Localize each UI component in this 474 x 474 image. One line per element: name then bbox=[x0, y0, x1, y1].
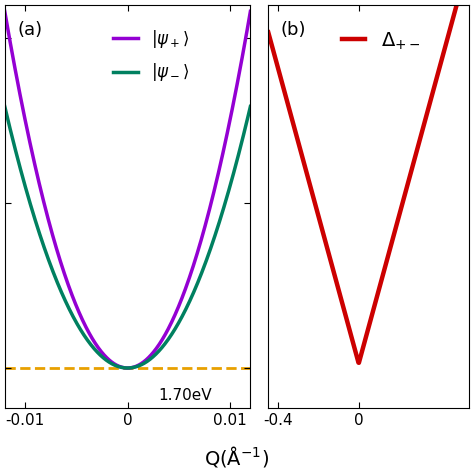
Text: (b): (b) bbox=[280, 21, 306, 39]
Text: Q(Å$^{-1}$): Q(Å$^{-1}$) bbox=[204, 444, 270, 469]
$|\psi_+\rangle$ bbox=[204, 218, 210, 223]
$|\psi_-\rangle$ bbox=[120, 365, 126, 371]
$|\psi_-\rangle$ bbox=[247, 104, 253, 109]
$|\psi_+\rangle$ bbox=[135, 363, 141, 368]
Legend: $\Delta_{+-}$: $\Delta_{+-}$ bbox=[334, 23, 428, 59]
Text: 1.70eV: 1.70eV bbox=[158, 388, 212, 403]
$|\psi_+\rangle$ bbox=[120, 365, 126, 370]
$|\psi_-\rangle$ bbox=[118, 365, 124, 370]
$|\psi_-\rangle$ bbox=[149, 356, 155, 361]
$|\psi_+\rangle$ bbox=[118, 365, 124, 370]
$|\psi_+\rangle$ bbox=[149, 352, 155, 357]
Line: $|\psi_-\rangle$: $|\psi_-\rangle$ bbox=[5, 107, 250, 368]
$|\psi_+\rangle$ bbox=[242, 39, 248, 45]
$|\psi_+\rangle$ bbox=[125, 365, 130, 371]
$|\psi_+\rangle$ bbox=[2, 9, 8, 14]
$|\psi_-\rangle$ bbox=[242, 126, 248, 132]
$|\psi_-\rangle$ bbox=[2, 104, 8, 109]
$|\psi_-\rangle$ bbox=[125, 365, 130, 371]
$|\psi_-\rangle$ bbox=[135, 363, 141, 369]
Line: $|\psi_+\rangle$: $|\psi_+\rangle$ bbox=[5, 11, 250, 368]
Text: (a): (a) bbox=[17, 21, 42, 39]
Legend: $|\psi_+\rangle$, $|\psi_-\rangle$: $|\psi_+\rangle$, $|\psi_-\rangle$ bbox=[107, 21, 196, 90]
$|\psi_+\rangle$ bbox=[247, 9, 253, 14]
$|\psi_-\rangle$ bbox=[204, 257, 210, 263]
